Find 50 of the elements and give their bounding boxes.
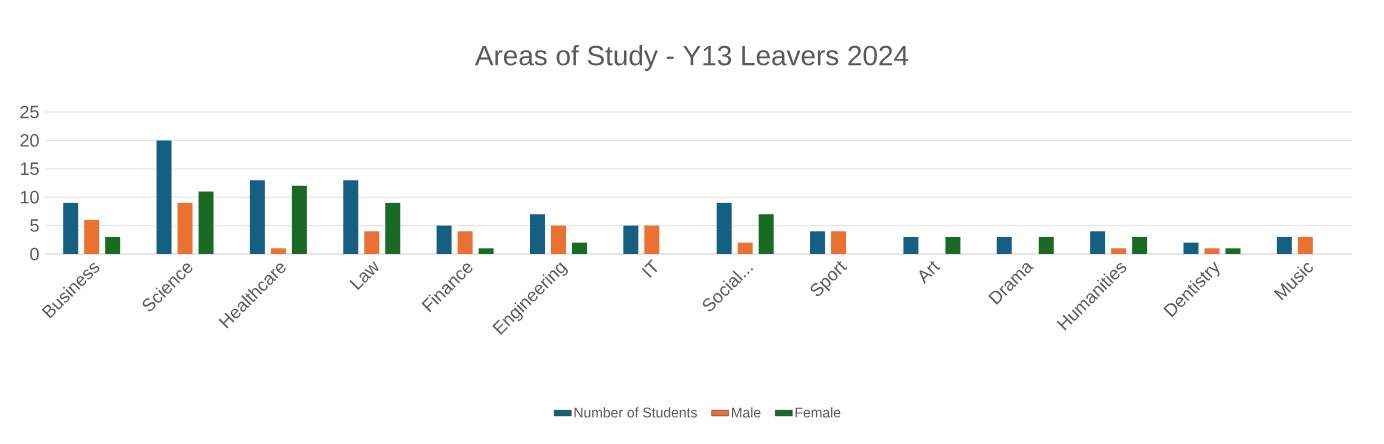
bar (385, 202, 401, 254)
bar (478, 248, 494, 254)
bar (198, 191, 214, 254)
bar (1090, 231, 1106, 254)
bar (1038, 236, 1054, 254)
bar (1111, 248, 1127, 254)
bar (737, 242, 753, 254)
bar (177, 202, 193, 254)
bar (249, 180, 265, 254)
bar (716, 202, 732, 254)
y-tick-label: 10 (20, 190, 39, 204)
bar (903, 236, 919, 254)
bar (343, 180, 359, 254)
chart-title: Areas of Study - Y13 Leavers 2024 (474, 45, 909, 71)
bar (996, 236, 1012, 254)
y-tick-label: 25 (20, 105, 39, 119)
bar (831, 231, 847, 254)
bar (644, 225, 660, 254)
bar (105, 236, 121, 254)
bar (810, 231, 826, 254)
x-tick-label: Art (919, 260, 941, 284)
bar (457, 231, 473, 254)
x-tick-label: Law (349, 260, 379, 290)
bar (758, 214, 774, 254)
bar (436, 225, 452, 254)
bar (945, 236, 961, 254)
bar (270, 248, 286, 254)
y-tick-label: 20 (20, 134, 39, 147)
legend-label: Female (795, 407, 841, 418)
bar (571, 242, 587, 254)
bar (364, 231, 380, 254)
bar (156, 140, 172, 254)
bar (1225, 248, 1241, 254)
bar (291, 185, 307, 254)
x-tick-label: IT (641, 259, 658, 278)
bar (1204, 248, 1220, 254)
bar (84, 219, 100, 254)
y-tick-label: 15 (20, 162, 39, 176)
bar (623, 225, 639, 254)
y-tick-label: 0 (30, 247, 39, 261)
bar (529, 214, 545, 254)
bar (1132, 236, 1148, 254)
bar (63, 202, 79, 254)
legend-label: Male (732, 407, 761, 418)
bar (1297, 236, 1313, 254)
y-tick-label: 5 (30, 219, 39, 232)
bar (1276, 236, 1292, 254)
bar (1183, 242, 1199, 254)
bar (550, 225, 566, 254)
legend-label: Number of Students (574, 407, 697, 418)
